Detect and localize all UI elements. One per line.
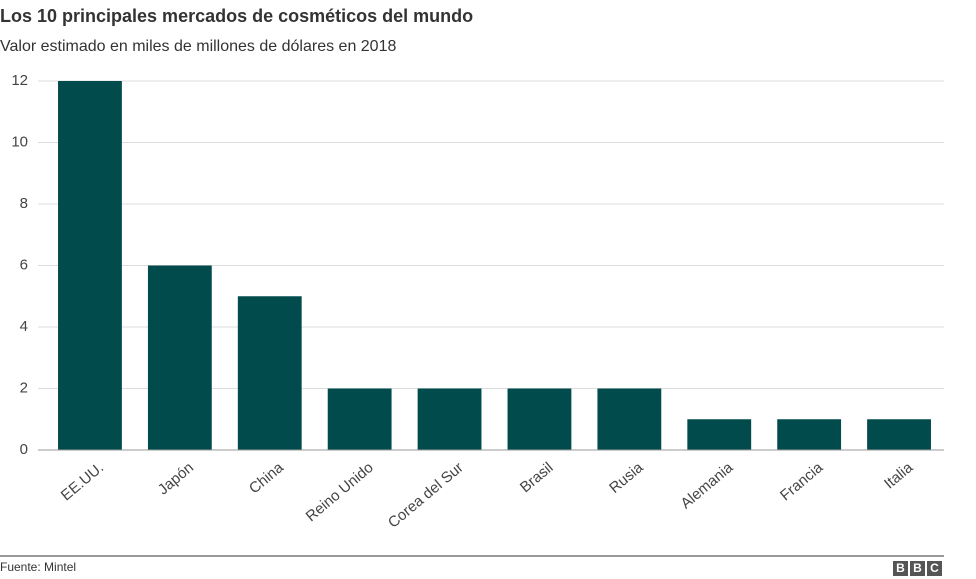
bar [687,419,752,450]
x-tick-label: Corea del Sur [385,459,467,532]
bar [147,265,212,450]
logo-letter: C [930,561,939,575]
chart-subtitle: Valor estimado en miles de millones de d… [0,38,396,55]
x-tick-label: Japón [155,459,197,498]
x-tick-label: Alemania [678,459,737,513]
bar [597,388,662,450]
bar [777,419,842,450]
chart-title: Los 10 principales mercados de cosmético… [0,6,473,26]
bbc-logo: B B C [893,561,942,576]
x-tick-label: Rusia [606,459,647,497]
bar [507,388,572,450]
bar [58,81,122,450]
source: Fuente: Mintel [0,560,76,574]
logo-box [893,561,908,576]
bar [867,419,931,450]
logo-box [910,561,925,576]
y-tick-label: 2 [20,379,28,396]
x-tick-label: Brasil [517,459,557,496]
bar [417,388,482,450]
y-tick-label: 8 [20,195,28,212]
bar [237,296,302,450]
logo-letter: B [913,561,922,575]
x-tick-label: Italia [881,459,917,493]
y-tick-label: 0 [20,441,28,458]
logo-box [927,561,942,576]
x-tick-label: EE.UU. [58,459,107,504]
x-tick-label: China [246,459,287,498]
y-tick-label: 6 [20,256,28,273]
x-tick-label: Francia [777,459,827,505]
logo-letter: B [896,561,905,575]
y-tick-label: 4 [20,318,28,335]
bar [327,388,392,450]
y-tick-label: 12 [11,72,28,89]
y-tick-label: 10 [11,133,28,150]
x-tick-label: Reino Unido [303,459,377,525]
